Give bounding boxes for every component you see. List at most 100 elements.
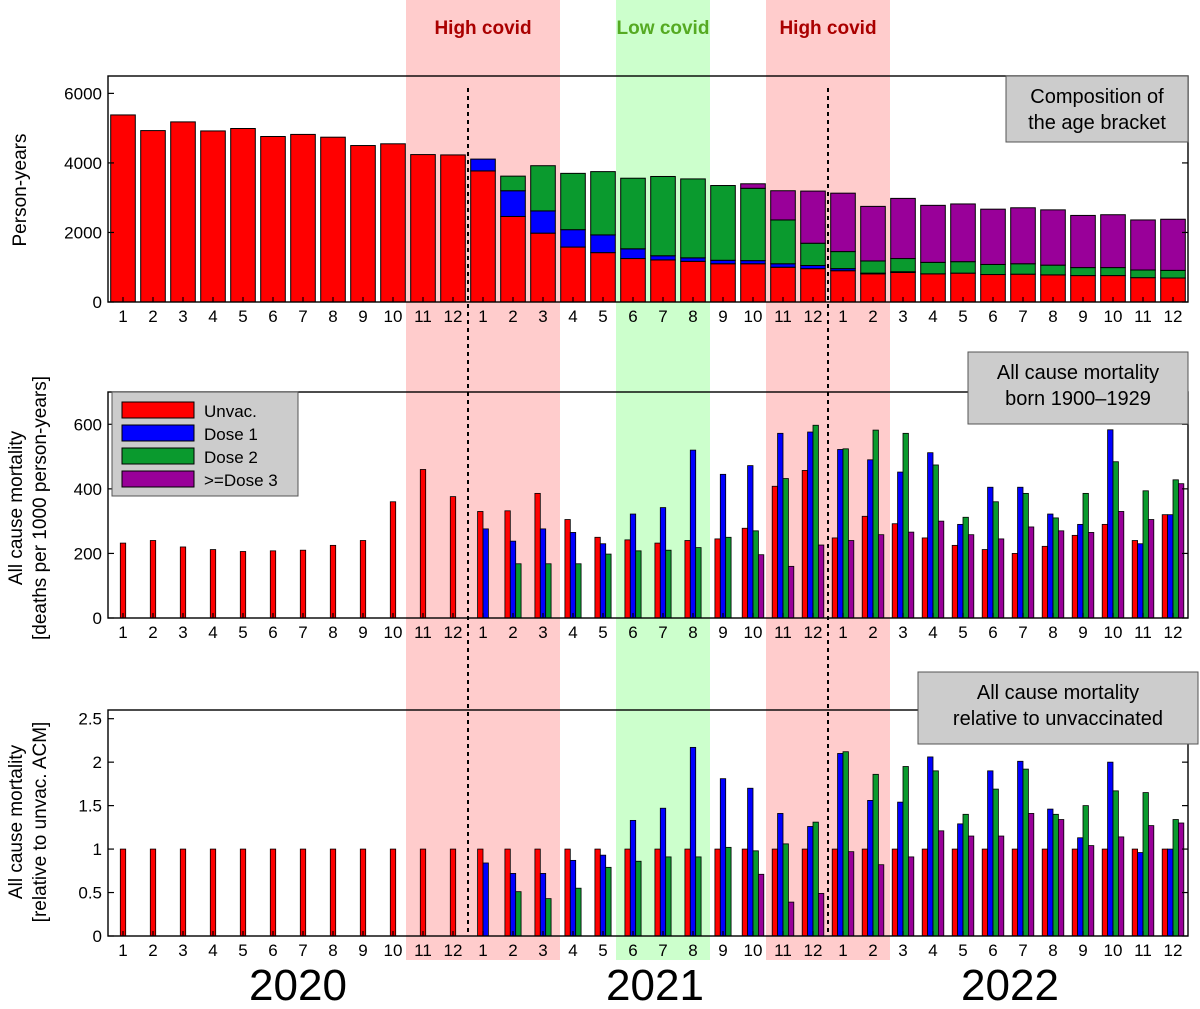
y-axis-label-line: [relative to unvac. ACM] [30,722,51,923]
bar [770,219,796,265]
bar [689,746,697,937]
bar [987,486,994,619]
x-tick-label: 12 [804,623,823,642]
x-tick-label: 4 [928,623,937,642]
year-divider-lines [467,88,829,936]
bar [801,848,809,937]
legend-label: >=Dose 3 [204,471,278,490]
bar [440,154,466,303]
bar [725,846,732,937]
bar [477,511,484,619]
bar [624,539,631,619]
x-tick-label: 10 [1104,623,1123,642]
bar [629,513,637,619]
bar [1070,267,1096,277]
bar [830,251,856,270]
bar [530,232,556,303]
x-tick-label: 5 [238,307,247,326]
bar [1017,760,1024,937]
x-tick-label: 10 [744,623,763,642]
bar [515,563,522,619]
y-tick-label: 0 [93,293,102,312]
x-tick-label: 6 [988,623,997,642]
year-label-2021: 2021 [606,961,704,1009]
bar [801,470,809,619]
bar [1041,545,1048,619]
bar [740,183,766,189]
y-axis-label-line: Person-years [10,134,31,247]
x-tick-label: 2 [868,623,877,642]
y-tick-label: 0.5 [78,884,102,903]
x-tick-label: 11 [774,623,792,642]
bar [957,823,964,937]
x-tick-label: 8 [328,307,337,326]
x-tick-label: 7 [1018,941,1027,960]
bar [747,465,754,619]
bar [359,848,367,937]
bar [1028,813,1035,937]
bar [650,255,676,261]
bar [1142,792,1149,937]
bar [695,547,702,619]
bar [878,864,885,937]
x-tick-label: 11 [1134,623,1152,642]
year-labels: 2020 2021 2022 [249,961,1059,1009]
bar [564,519,571,619]
x-tick-label: 4 [208,307,217,326]
bar [1178,483,1185,619]
x-tick-label: 1 [118,307,127,326]
bar [239,848,247,937]
bar [1101,523,1108,619]
bar [110,114,136,303]
bar [782,478,789,619]
bar [921,848,929,937]
x-tick-label: 7 [298,307,307,326]
bar [290,133,316,303]
y-axis-label: All cause mortality [relative to unvac. A… [6,722,51,923]
bar [650,175,676,257]
bar [149,540,157,619]
legend-label: Unvac. [204,402,257,421]
x-tick-label: 12 [1164,623,1183,642]
bar [830,192,856,253]
bar [1022,768,1029,937]
bar [861,515,869,619]
x-tick-label: 2 [508,307,517,326]
bar [842,448,849,619]
x-tick-label: 10 [384,941,403,960]
bar [1058,819,1065,937]
bar [530,165,556,212]
x-tick-label: 6 [268,941,277,960]
bar [812,821,819,937]
bar [635,550,642,619]
bar [747,787,754,937]
x-tick-label: 9 [358,623,367,642]
bar [500,190,526,217]
bar [1052,517,1059,619]
bar [605,553,612,619]
panel-relative-mortality: 00.511.522.51 2 3 4 5 6 7 8 9 10 11 12 1 2 3 4 5 6 7 8 9 10 11… [6,671,1199,960]
bar [807,431,814,619]
bar [800,242,826,266]
bar [654,848,661,937]
bar [560,229,586,248]
year-label-2020: 2020 [249,961,347,1009]
bar [320,136,346,303]
bar [908,531,915,619]
bar [359,540,367,619]
bar [575,563,582,619]
bar [1088,845,1095,937]
bar [539,873,547,937]
x-tick-label: 6 [628,623,637,642]
bar [149,848,157,937]
bar [545,898,552,937]
bar [1137,852,1144,937]
bar [650,259,676,303]
bar [1161,514,1168,619]
covid-band-label-1: High covid [434,18,531,39]
bar [998,835,1005,937]
bar [482,528,489,619]
x-tick-label: 6 [628,307,637,326]
legend: Unvac. Dose 1 Dose 2 >=Dose 3 [111,391,299,497]
